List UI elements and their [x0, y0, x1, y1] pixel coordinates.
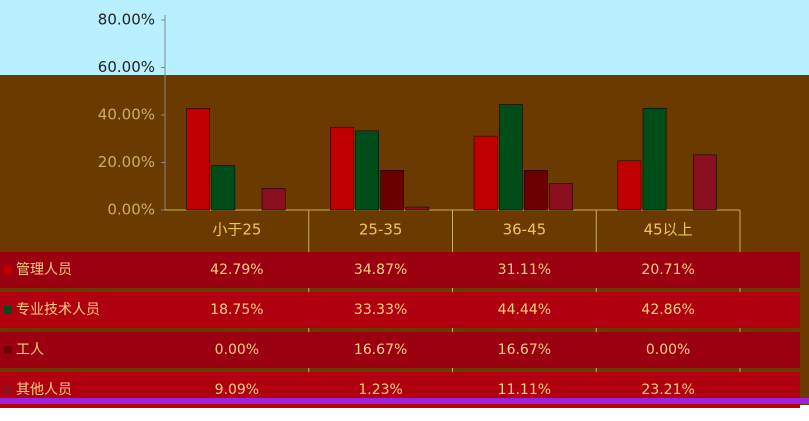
y-tick-label: 60.00%	[98, 58, 155, 76]
bar	[549, 183, 573, 211]
y-tick-label: 0.00%	[107, 201, 155, 219]
data-table: 管理人员 42.79% 34.87% 31.11% 20.71% 专业技术人员 18.75%…	[0, 210, 809, 408]
plot: 0.00% 20.00% 40.00% 60.00% 80.00% 小于25 25-35 36…	[98, 11, 740, 239]
bar	[642, 107, 667, 211]
row-label: 工人	[16, 342, 44, 358]
y-tick-label: 80.00%	[98, 11, 155, 29]
table-cell: 34.87%	[354, 262, 407, 278]
table-row	[0, 252, 800, 288]
top-band	[0, 0, 809, 75]
table-cell: 20.71%	[641, 262, 694, 278]
bar	[524, 170, 548, 211]
bar	[186, 108, 210, 211]
bar	[330, 126, 354, 211]
x-tick-label: 25-35	[359, 221, 403, 239]
table-row	[0, 292, 800, 328]
table-cell: 42.79%	[210, 262, 263, 278]
y-tick-label: 20.00%	[98, 153, 155, 171]
bottom-stripe	[0, 398, 809, 404]
y-tick-label: 40.00%	[98, 106, 155, 124]
row-label: 管理人员	[16, 262, 72, 278]
bar	[261, 188, 286, 211]
legend-key	[4, 386, 12, 394]
table-cell: 42.86%	[641, 302, 694, 318]
table-cell: 0.00%	[646, 342, 690, 358]
x-tick-label: 45以上	[644, 221, 693, 239]
x-tick-label: 36-45	[503, 221, 547, 239]
bar	[473, 135, 498, 211]
table-cell: 18.75%	[210, 302, 263, 318]
legend-key	[4, 306, 12, 314]
bar	[355, 130, 379, 211]
bar	[380, 170, 405, 211]
table-cell: 0.00%	[215, 342, 259, 358]
table-row	[0, 332, 800, 368]
x-tick-label: 小于25	[212, 221, 261, 239]
table-cell: 33.33%	[354, 302, 407, 318]
bar	[693, 154, 717, 211]
table-cell: 1.23%	[358, 382, 402, 398]
table-cell: 9.09%	[215, 382, 259, 398]
table-cell: 23.21%	[641, 382, 694, 398]
table-cell: 11.11%	[498, 382, 551, 398]
table-cell: 16.67%	[354, 342, 407, 358]
bar	[617, 160, 642, 211]
table-cell: 44.44%	[498, 302, 551, 318]
legend-key	[4, 266, 12, 274]
table-cell: 16.67%	[498, 342, 551, 358]
bar	[211, 165, 236, 211]
row-label: 其他人员	[16, 382, 72, 398]
row-label: 专业技术人员	[16, 302, 100, 318]
legend-key	[4, 346, 12, 354]
bar	[498, 104, 523, 211]
table-cell: 31.11%	[498, 262, 551, 278]
bar	[405, 206, 430, 211]
